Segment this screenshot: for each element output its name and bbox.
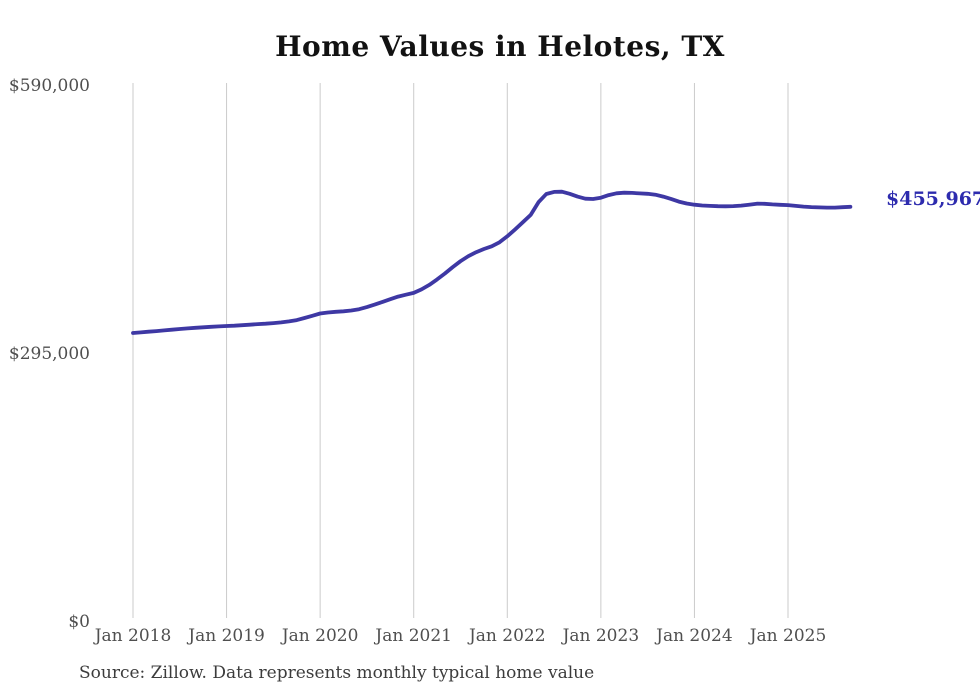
home-value-line	[131, 189, 853, 335]
x-tick-label: Jan 2020	[280, 626, 359, 646]
x-tick-label: Jan 2023	[561, 626, 640, 646]
chart-title: Home Values in Helotes, TX	[275, 30, 725, 63]
x-tick-label: Jan 2022	[467, 626, 546, 646]
x-tick-label: Jan 2024	[654, 626, 733, 646]
x-tick-label: Jan 2021	[373, 626, 452, 646]
y-tick-label: $295,000	[9, 344, 90, 364]
current-value-label: $455,967	[886, 188, 980, 210]
y-tick-label: $0	[68, 612, 90, 632]
x-tick-label: Jan 2019	[186, 626, 265, 646]
y-tick-label: $590,000	[9, 76, 90, 96]
x-tick-label: Jan 2018	[93, 626, 172, 646]
x-tick-label: Jan 2025	[748, 626, 827, 646]
source-note: Source: Zillow. Data represents monthly …	[79, 663, 595, 683]
